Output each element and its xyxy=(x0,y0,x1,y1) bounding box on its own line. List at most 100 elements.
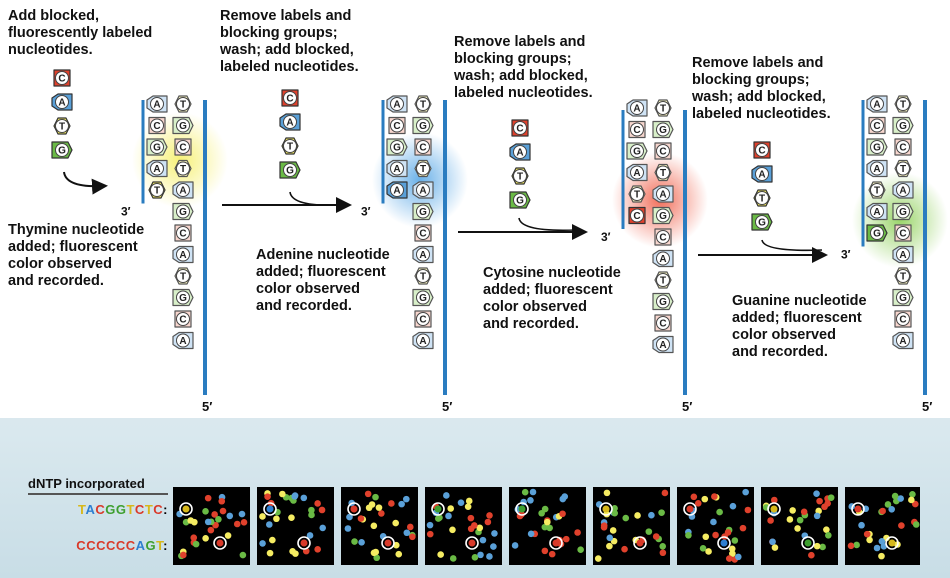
paired-base: A xyxy=(866,95,888,113)
free-nucleotide: G xyxy=(509,191,531,209)
base-letter: A xyxy=(659,340,666,351)
sequence-letter: C xyxy=(153,502,164,517)
sequence-row-2: CCCCCCAGT: xyxy=(28,538,168,553)
tracked-spot-ring xyxy=(717,536,731,550)
free-nucleotide: C xyxy=(753,141,771,159)
tracked-spot-ring xyxy=(633,536,647,550)
base-letter: A xyxy=(758,170,765,181)
tracked-spot-ring xyxy=(347,502,361,516)
free-nucleotide: A xyxy=(509,143,531,161)
dntp-title: dNTP incorporated xyxy=(28,476,145,491)
base-letter: T xyxy=(59,122,65,133)
base-letter: A xyxy=(516,148,523,159)
paired-base: G xyxy=(386,138,408,156)
free-nucleotide: G xyxy=(51,141,73,159)
template-base: G xyxy=(652,120,674,139)
template-base: C xyxy=(414,138,432,156)
free-nucleotide-stack-1: C A T G xyxy=(51,69,73,159)
template-base: C xyxy=(894,138,912,156)
base-letter: T xyxy=(660,276,666,287)
template-base: A xyxy=(652,335,674,354)
tracked-spot-ring xyxy=(515,502,529,516)
base-letter: A xyxy=(393,186,400,197)
base-letter: C xyxy=(153,121,160,132)
base-letter: C xyxy=(58,74,65,85)
template-base: A xyxy=(412,181,434,199)
incorporated-base: C xyxy=(628,206,646,225)
template-base: A xyxy=(172,181,194,199)
base-letter: G xyxy=(758,218,766,229)
base-letter: T xyxy=(154,186,160,197)
paired-base: T xyxy=(628,185,646,203)
fluorescence-frame-2 xyxy=(257,487,334,565)
fluorescence-frame-4 xyxy=(425,487,502,565)
template-base: G xyxy=(412,202,434,221)
five-prime-label: 5′ xyxy=(202,399,212,414)
base-letter: G xyxy=(419,207,427,218)
base-letter: T xyxy=(759,194,765,205)
three-prime-label: 3′ xyxy=(121,205,131,219)
paired-base: T xyxy=(868,181,886,199)
template-base: G xyxy=(412,288,434,307)
paired-base: A xyxy=(146,95,168,113)
template-base: T xyxy=(894,267,912,285)
free-nucleotide: A xyxy=(751,165,773,183)
tracked-spot-ring xyxy=(179,502,193,516)
base-letter: A xyxy=(873,100,880,111)
template-base: T xyxy=(654,99,672,117)
sequence-letter: C xyxy=(86,538,97,553)
sequence-letter: C xyxy=(125,538,136,553)
template-base: T xyxy=(414,267,432,285)
template-base: G xyxy=(652,292,674,311)
template-base: C xyxy=(654,228,672,246)
base-letter: A xyxy=(633,168,640,179)
base-letter: G xyxy=(659,211,667,222)
paired-base: A xyxy=(866,159,888,178)
base-letter: G xyxy=(516,196,524,207)
fluorescence-frame-7 xyxy=(677,487,754,565)
base-letter: T xyxy=(180,272,186,283)
five-prime-label: 5′ xyxy=(442,399,452,414)
base-letter: A xyxy=(393,100,400,111)
sequence-letter: C xyxy=(134,502,145,517)
base-letter: G xyxy=(179,207,187,218)
template-base: A xyxy=(892,245,914,264)
sequence-letter: T xyxy=(156,538,164,553)
base-letter: A xyxy=(153,100,160,111)
base-letter: A xyxy=(659,190,666,201)
template-base: C xyxy=(654,142,672,160)
base-letter: C xyxy=(179,315,186,326)
base-letter: C xyxy=(659,233,666,244)
base-letter: G xyxy=(659,297,667,308)
template-base: T xyxy=(174,159,192,178)
base-letter: T xyxy=(180,164,186,175)
base-letter: A xyxy=(633,104,640,115)
paired-base: A xyxy=(386,159,408,178)
panel2-result-label: Adenine nucleotide added; fluorescent co… xyxy=(256,247,390,314)
free-nucleotide-stack-2: C A T G xyxy=(279,89,301,179)
base-letter: T xyxy=(420,164,426,175)
base-letter: A xyxy=(286,118,293,129)
base-letter: C xyxy=(899,143,906,154)
tracked-spot-ring xyxy=(767,502,781,516)
fluorescence-frame-9 xyxy=(845,487,920,565)
template-base: T xyxy=(174,267,192,285)
base-letter: C xyxy=(659,147,666,158)
tracked-spot-ring xyxy=(431,502,445,516)
base-letter: G xyxy=(659,125,667,136)
dntp-divider xyxy=(28,493,168,495)
panel3-result-label: Cytosine nucleotide added; fluorescent c… xyxy=(483,265,621,332)
template-base: G xyxy=(172,288,194,307)
sequence-colon: : xyxy=(163,538,168,553)
base-letter: G xyxy=(179,293,187,304)
template-base: T xyxy=(894,95,912,113)
free-nucleotide: C xyxy=(281,89,299,107)
sequence-letter: C xyxy=(115,538,126,553)
sequence-letter: C xyxy=(76,538,87,553)
tracked-spot-ring xyxy=(381,536,395,550)
diagram-panel xyxy=(0,0,950,418)
sequence-row-1: TACGGTCTC: xyxy=(28,502,168,517)
base-letter: A xyxy=(873,164,880,175)
panel2-top-label: Remove labels and blocking groups; wash;… xyxy=(220,8,359,75)
